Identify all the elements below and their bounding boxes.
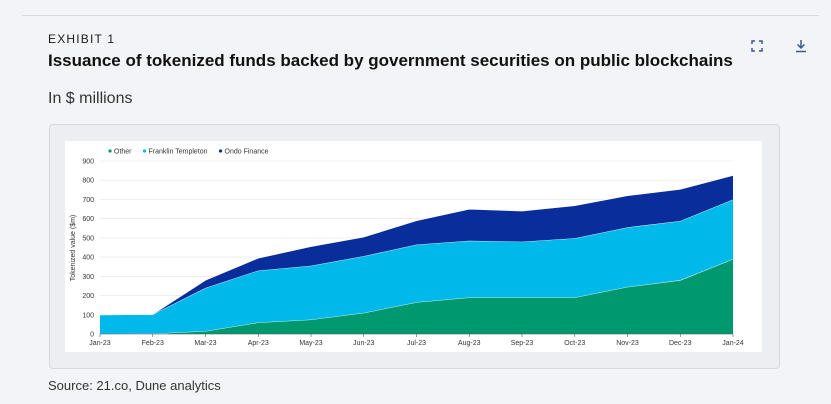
x-tick-label: Jul-23 bbox=[407, 340, 426, 347]
y-tick-label: 0 bbox=[90, 332, 94, 339]
area-other bbox=[100, 259, 733, 334]
y-tick-label: 400 bbox=[82, 255, 94, 262]
y-tick-label: 800 bbox=[82, 178, 94, 185]
x-tick-label: Jan-24 bbox=[722, 340, 744, 347]
x-tick-label: Nov-23 bbox=[616, 340, 639, 347]
y-axis-label: Tokenized value ($m) bbox=[70, 215, 77, 282]
x-tick-label: Jan-23 bbox=[89, 340, 111, 347]
legend-label: Franklin Templeton bbox=[149, 149, 208, 156]
x-tick-label: Jun-23 bbox=[353, 340, 375, 347]
legend-label: Other bbox=[114, 149, 132, 156]
area-franklin-templeton bbox=[100, 199, 733, 334]
stacked-area-chart: 0 100 200 300 400 500 600 700 800 900 Jan-23 Feb-2… bbox=[70, 149, 744, 348]
x-tick-label: Sep-23 bbox=[511, 340, 534, 347]
y-tick-label: 100 bbox=[82, 312, 94, 319]
y-tick-label: 700 bbox=[82, 197, 94, 204]
legend: Other Franklin Templeton Ondo Finance bbox=[108, 149, 269, 156]
area-edge bbox=[99, 199, 734, 316]
y-tick-labels: 0 100 200 300 400 500 600 700 800 900 bbox=[82, 159, 94, 339]
legend-marker bbox=[218, 149, 223, 153]
area-edge bbox=[99, 175, 734, 316]
x-tick-label: May-23 bbox=[299, 340, 322, 347]
chart-title: Issuance of tokenized funds backed by go… bbox=[48, 51, 733, 70]
x-tick-label: Dec-23 bbox=[669, 340, 692, 347]
x-tick-label: Aug-23 bbox=[458, 340, 481, 347]
x-tick-label: Mar-23 bbox=[194, 340, 216, 347]
chart-subtitle: In $ millions bbox=[48, 90, 133, 107]
legend-label: Ondo Finance bbox=[225, 149, 269, 156]
x-tick-label: Oct-23 bbox=[564, 340, 585, 347]
download-icon[interactable] bbox=[793, 38, 809, 54]
y-tick-label: 300 bbox=[82, 274, 94, 281]
legend-marker bbox=[108, 149, 112, 153]
y-tick-label: 600 bbox=[82, 216, 94, 223]
y-tick-label: 900 bbox=[82, 159, 94, 166]
source-note: Source: 21.co, Dune analytics bbox=[48, 378, 221, 393]
area-ondo-finance bbox=[100, 175, 733, 315]
area-series bbox=[99, 175, 734, 335]
top-divider bbox=[22, 15, 819, 16]
y-tick-label: 500 bbox=[82, 235, 94, 242]
legend-marker bbox=[142, 149, 147, 153]
y-tick-label: 200 bbox=[82, 293, 94, 300]
exhibit-label: EXHIBIT 1 bbox=[48, 32, 116, 46]
x-tick-label: Feb-23 bbox=[142, 340, 164, 347]
x-tick-labels: Jan-23 Feb-23 Mar-23 Apr-23 May-23 Jun-23 Jul-… bbox=[89, 334, 744, 347]
expand-icon[interactable] bbox=[749, 38, 765, 54]
chart-panel: 0 100 200 300 400 500 600 700 800 900 Jan-23 Feb-2… bbox=[65, 141, 762, 352]
x-tick-label: Apr-23 bbox=[248, 340, 269, 347]
